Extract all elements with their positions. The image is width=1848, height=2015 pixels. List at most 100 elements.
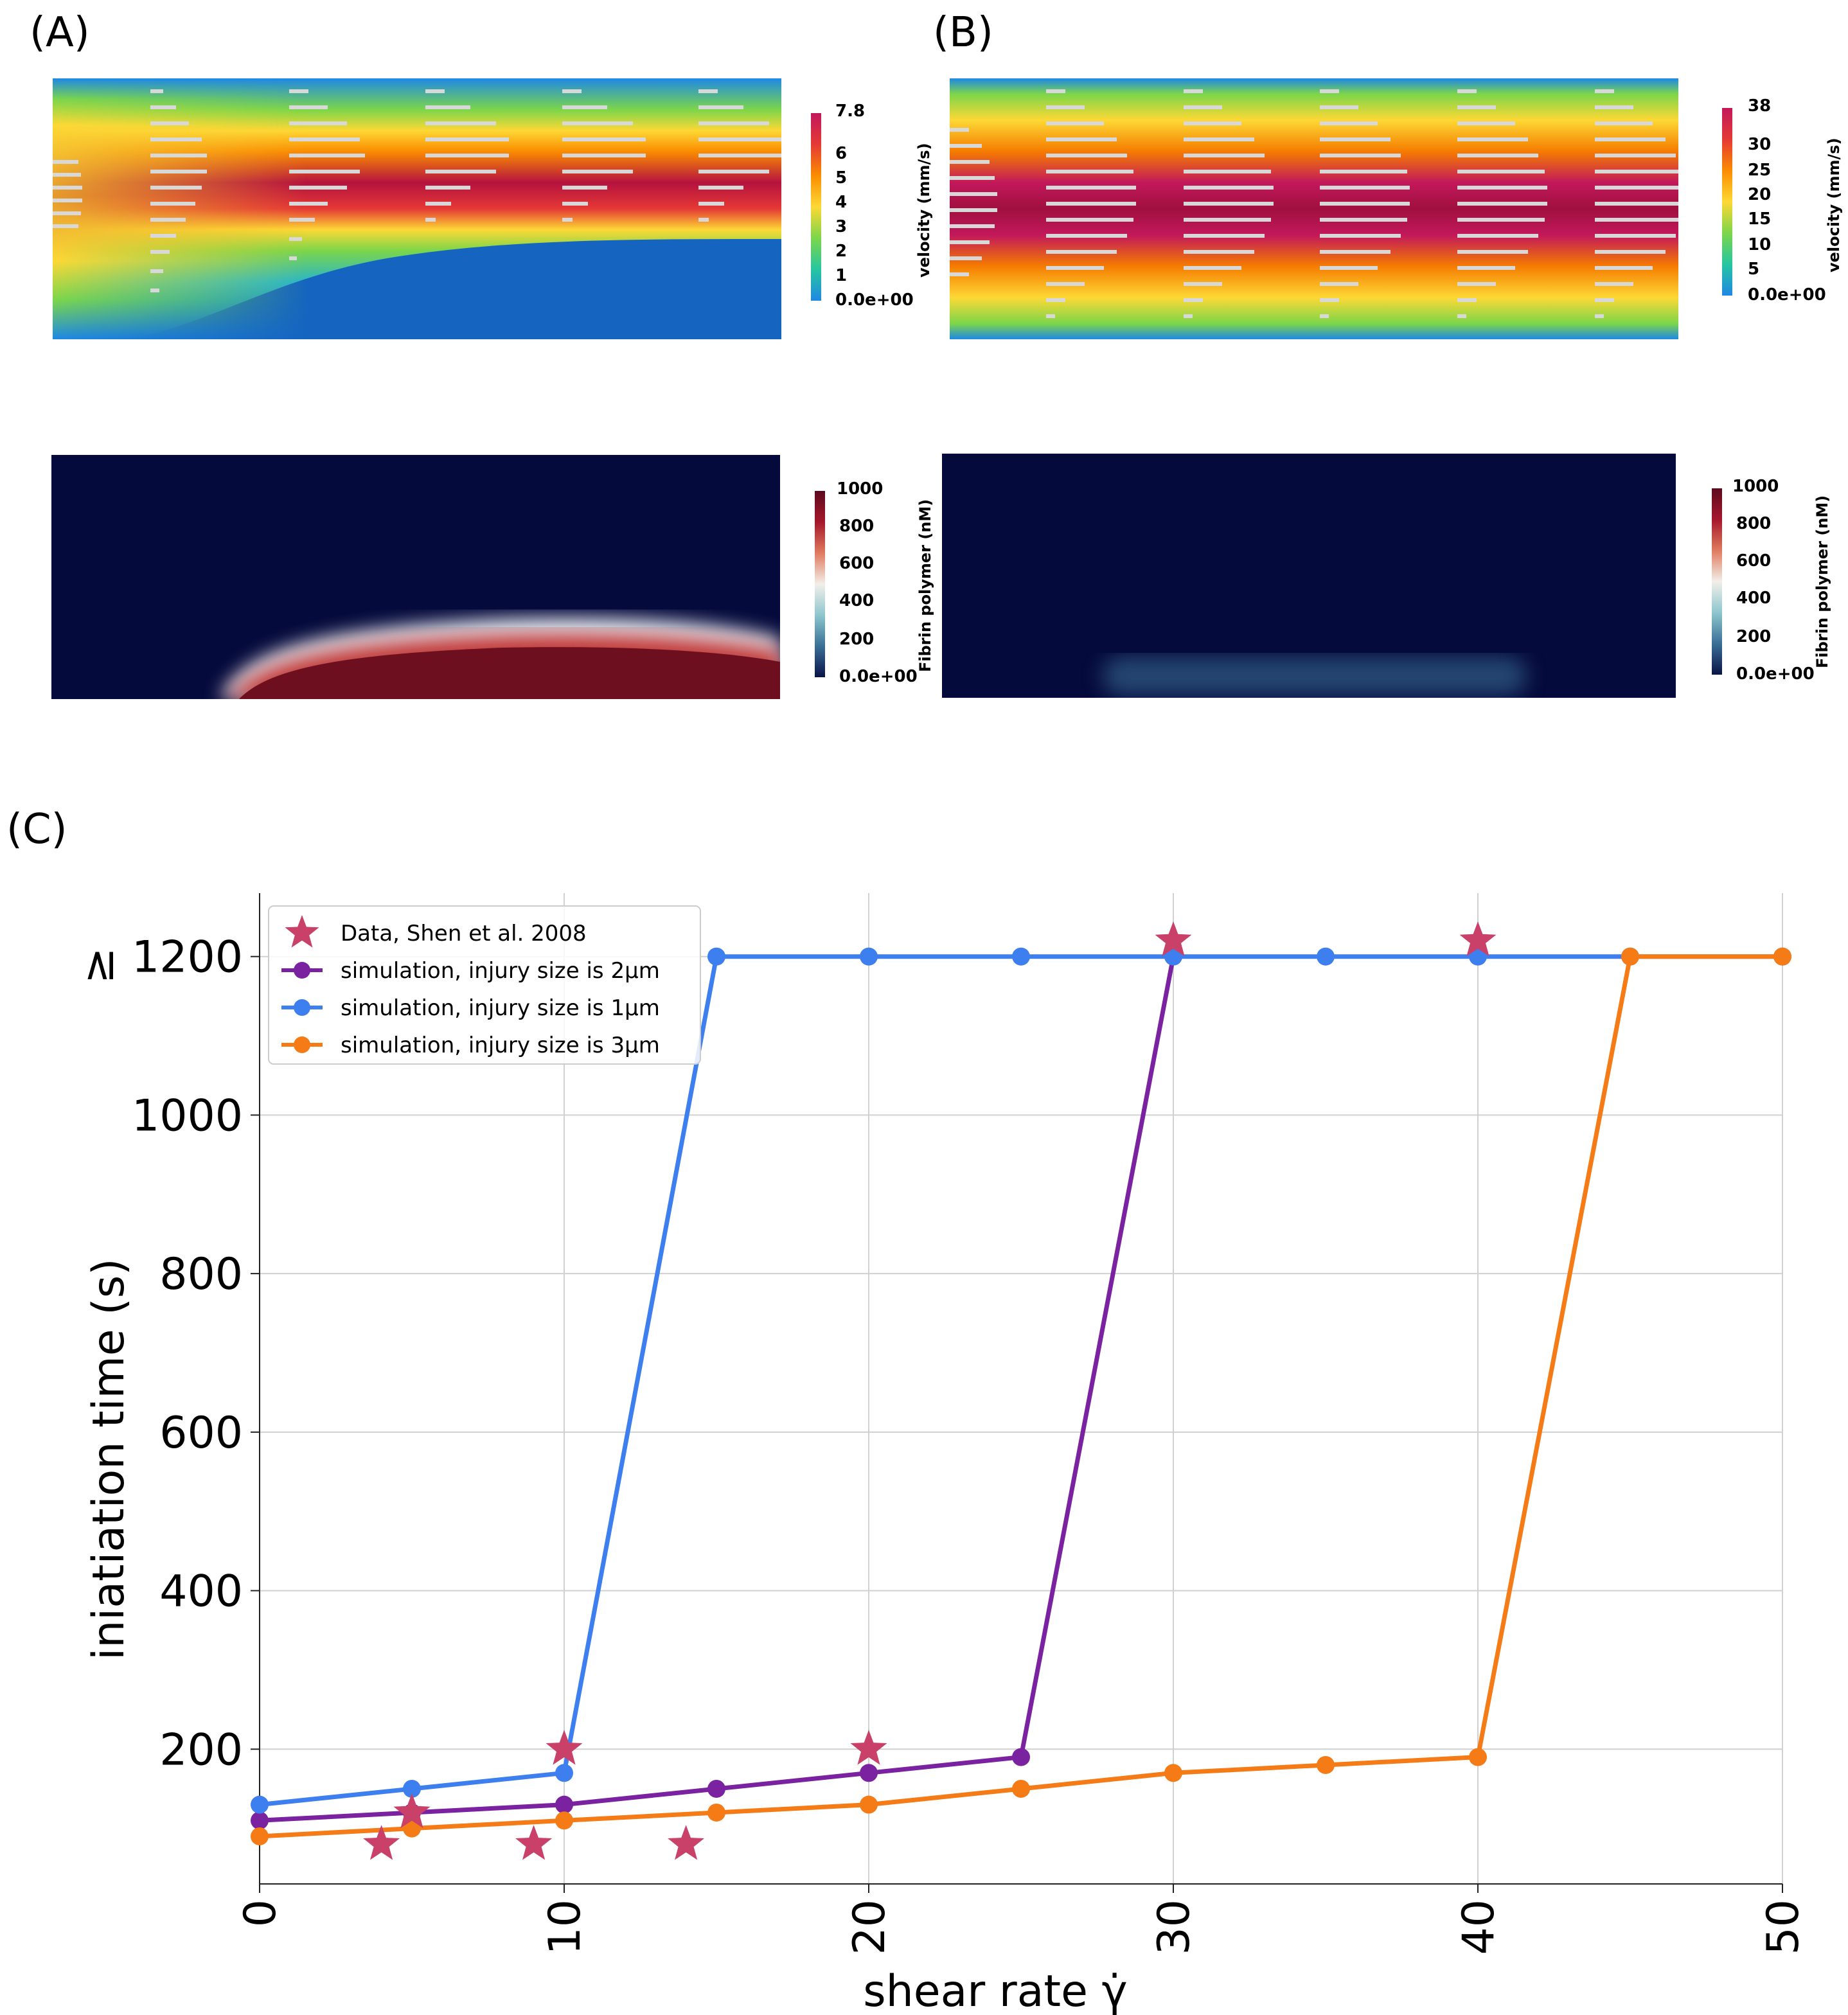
velocity-colorbar-b bbox=[1722, 108, 1732, 296]
fibrin-colorbar-a-title: Fibrin polymer (nM) bbox=[916, 499, 934, 672]
legend-marker-1 bbox=[294, 962, 310, 979]
x-tick-label-3: 30 bbox=[1149, 1899, 1200, 1955]
series-2-point-1 bbox=[403, 1779, 421, 1798]
series-2-point-6 bbox=[1164, 947, 1182, 966]
velocity-colorbar-a-tick-4: 3 bbox=[835, 217, 848, 236]
series-2-point-3 bbox=[707, 947, 725, 966]
legend-item-0: Data, Shen et al. 2008 bbox=[285, 915, 587, 948]
legend-item-3: simulation, injury size is 3μm bbox=[281, 1033, 660, 1058]
fibrin-colorbar-a-tick-2: 600 bbox=[839, 554, 875, 573]
velocity-colorbar-a-tick-7: 0.0e+00 bbox=[835, 290, 914, 310]
x-tick-label-2: 20 bbox=[844, 1899, 895, 1955]
velocity-colorbar-b-tick-3: 20 bbox=[1748, 185, 1772, 204]
series-3-point-6 bbox=[1164, 1764, 1182, 1782]
legend-label-2: simulation, injury size is 1μm bbox=[341, 995, 660, 1021]
series-0-point-6 bbox=[1155, 921, 1192, 957]
series-1-line bbox=[259, 956, 1176, 1823]
x-tick-label-5: 50 bbox=[1758, 1899, 1809, 1955]
series-1-point-2 bbox=[555, 1795, 573, 1814]
y-tick-label-4: 1000 bbox=[132, 1090, 243, 1141]
series-3 bbox=[251, 947, 1791, 1845]
series-3-point-8 bbox=[1469, 1748, 1487, 1766]
series-1-point-3 bbox=[707, 1779, 725, 1798]
fibrin-colorbar-a-tick-4: 200 bbox=[839, 630, 875, 649]
fibrin-colorbar-b-gradient bbox=[1712, 488, 1722, 675]
velocity-colorbar-a-tick-2: 5 bbox=[835, 168, 848, 188]
series-0-point-0 bbox=[363, 1825, 400, 1860]
series-0-point-1 bbox=[393, 1793, 431, 1829]
series-2-point-0 bbox=[251, 1795, 269, 1814]
velocity-colorbar-b-tick-1: 30 bbox=[1748, 135, 1772, 154]
series-0-point-5 bbox=[850, 1730, 887, 1765]
series-0-point-7 bbox=[1459, 921, 1497, 957]
fibrin-colorbar-a bbox=[815, 491, 825, 677]
initiation-time-chart: 200 400 600 800 1000 1200≥0 10 20 30 40 50 shear ra… bbox=[73, 893, 1809, 2015]
series-1-point-5 bbox=[1012, 1748, 1030, 1766]
y-tick-label-3: 800 bbox=[159, 1249, 243, 1300]
x-tick-label-1: 10 bbox=[540, 1899, 591, 1955]
y-top-marker: ≥ bbox=[73, 947, 124, 984]
y-axis-label: iniatiation time (s) bbox=[84, 1258, 134, 1660]
legend-item-2: simulation, injury size is 1μm bbox=[281, 995, 660, 1021]
series-0-point-4 bbox=[668, 1825, 705, 1860]
series-2 bbox=[251, 947, 1791, 1814]
fibrin-colorbar-b bbox=[1712, 488, 1722, 675]
velocity-colorbar-b-tick-4: 15 bbox=[1748, 209, 1772, 229]
velocity-colorbar-b-tick-2: 25 bbox=[1748, 161, 1772, 180]
series-3-line bbox=[259, 954, 1782, 1839]
velocity-colorbar-a-tick-3: 4 bbox=[835, 193, 848, 212]
velocity-field-a bbox=[53, 78, 781, 339]
series-3-point-0 bbox=[251, 1827, 269, 1845]
velocity-colorbar-b-tick-0: 38 bbox=[1748, 96, 1772, 116]
legend-label-3: simulation, injury size is 3μm bbox=[341, 1033, 660, 1058]
series-2-point-7 bbox=[1317, 947, 1335, 966]
velocity-colorbar-a-title: velocity (mm/s) bbox=[915, 143, 933, 278]
velocity-arrows-a bbox=[53, 89, 781, 292]
series-3-point-5 bbox=[1012, 1779, 1030, 1798]
velocity-colorbar-a bbox=[811, 113, 821, 301]
velocity-field-b bbox=[950, 78, 1678, 339]
velocity-colorbar-b-title: velocity (mm/s) bbox=[1825, 138, 1843, 272]
y-tick-label-1: 400 bbox=[159, 1567, 243, 1617]
series-1 bbox=[251, 947, 1182, 1830]
velocity-colorbar-a-gradient bbox=[811, 113, 821, 301]
fibrin-colorbar-b-tick-3: 400 bbox=[1736, 589, 1772, 608]
fibrin-colorbar-b-tick-0: 1000 bbox=[1732, 477, 1779, 496]
panel-label-a: (A) bbox=[30, 9, 90, 57]
fibrin-field-a bbox=[51, 455, 780, 699]
series-3-point-10 bbox=[1773, 947, 1791, 966]
series-2-point-4 bbox=[860, 947, 878, 966]
series-2-point-2 bbox=[555, 1764, 573, 1782]
velocity-colorbar-b-gradient bbox=[1722, 108, 1732, 296]
fibrin-colorbar-b-tick-2: 600 bbox=[1736, 551, 1772, 571]
velocity-colorbar-a-tick-5: 2 bbox=[835, 242, 848, 261]
series-2-line bbox=[259, 954, 1782, 1807]
panel-label-b: (B) bbox=[933, 9, 993, 57]
fibrin-colorbar-a-tick-0: 1000 bbox=[837, 479, 884, 499]
fibrin-colorbar-a-gradient bbox=[815, 491, 825, 677]
velocity-arrows-b bbox=[950, 89, 1678, 318]
legend-box bbox=[268, 905, 701, 1065]
series-3-point-9 bbox=[1621, 947, 1639, 966]
velocity-colorbar-a-tick-0: 7.8 bbox=[835, 102, 866, 121]
series-3-point-4 bbox=[860, 1795, 878, 1814]
legend-marker-3 bbox=[294, 1036, 310, 1053]
velocity-colorbar-b-tick-6: 5 bbox=[1748, 260, 1760, 279]
fibrin-colorbar-b-title: Fibrin polymer (nM) bbox=[1813, 495, 1831, 668]
series-3-point-1 bbox=[403, 1819, 421, 1838]
legend-label-0: Data, Shen et al. 2008 bbox=[341, 921, 587, 946]
series-3-point-3 bbox=[707, 1803, 725, 1822]
y-tick-label-5: 1200 bbox=[132, 932, 243, 983]
series-1-point-4 bbox=[860, 1764, 878, 1782]
series-3-point-2 bbox=[555, 1811, 573, 1830]
legend-label-1: simulation, injury size is 2μm bbox=[341, 958, 660, 984]
series-1-point-0 bbox=[251, 1811, 269, 1830]
legend: Data, Shen et al. 2008 simulation, injury… bbox=[268, 905, 701, 1065]
fibrin-field-b bbox=[942, 454, 1676, 698]
legend-marker-0 bbox=[285, 915, 319, 948]
series-3-point-7 bbox=[1317, 1755, 1335, 1774]
y-tick-label-2: 600 bbox=[159, 1408, 243, 1459]
series-2-point-5 bbox=[1012, 947, 1030, 966]
series-0-point-2 bbox=[515, 1825, 553, 1860]
x-axis-label: shear rate γ̇ bbox=[863, 1966, 1128, 2015]
